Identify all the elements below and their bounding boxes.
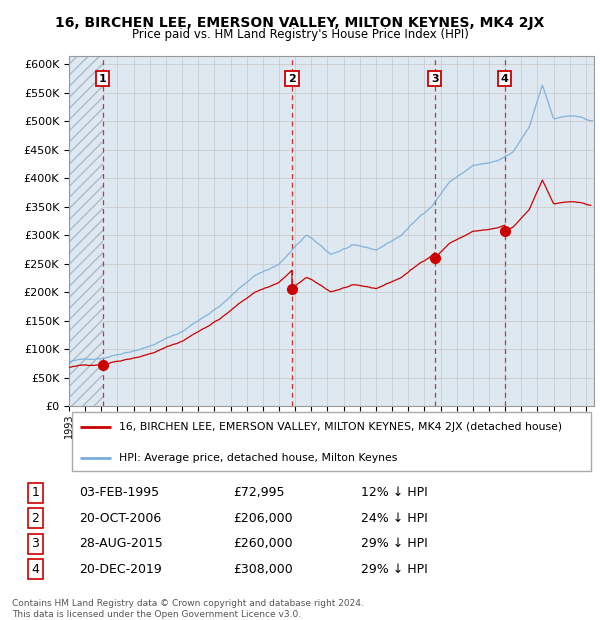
Text: £72,995: £72,995 — [233, 486, 284, 499]
Text: 3: 3 — [31, 538, 39, 551]
Text: 20-DEC-2019: 20-DEC-2019 — [79, 563, 161, 576]
Text: £260,000: £260,000 — [233, 538, 293, 551]
Text: 2: 2 — [288, 74, 296, 84]
Text: 1: 1 — [31, 486, 39, 499]
Text: 29% ↓ HPI: 29% ↓ HPI — [361, 538, 428, 551]
Text: 24% ↓ HPI: 24% ↓ HPI — [361, 512, 428, 525]
Text: 12% ↓ HPI: 12% ↓ HPI — [361, 486, 428, 499]
FancyBboxPatch shape — [71, 412, 591, 471]
Text: 4: 4 — [501, 74, 509, 84]
Text: 16, BIRCHEN LEE, EMERSON VALLEY, MILTON KEYNES, MK4 2JX (detached house): 16, BIRCHEN LEE, EMERSON VALLEY, MILTON … — [119, 422, 562, 432]
Text: 16, BIRCHEN LEE, EMERSON VALLEY, MILTON KEYNES, MK4 2JX: 16, BIRCHEN LEE, EMERSON VALLEY, MILTON … — [55, 16, 545, 30]
Text: 3: 3 — [431, 74, 439, 84]
Text: Contains HM Land Registry data © Crown copyright and database right 2024.
This d: Contains HM Land Registry data © Crown c… — [12, 600, 364, 619]
Text: Price paid vs. HM Land Registry's House Price Index (HPI): Price paid vs. HM Land Registry's House … — [131, 28, 469, 41]
Text: HPI: Average price, detached house, Milton Keynes: HPI: Average price, detached house, Milt… — [119, 453, 397, 463]
Text: £308,000: £308,000 — [233, 563, 293, 576]
Text: 29% ↓ HPI: 29% ↓ HPI — [361, 563, 428, 576]
Text: £206,000: £206,000 — [233, 512, 293, 525]
Text: 03-FEB-1995: 03-FEB-1995 — [79, 486, 159, 499]
Text: 20-OCT-2006: 20-OCT-2006 — [79, 512, 161, 525]
Text: 28-AUG-2015: 28-AUG-2015 — [79, 538, 163, 551]
Text: 1: 1 — [99, 74, 107, 84]
Bar — [69, 56, 103, 406]
Text: 2: 2 — [31, 512, 39, 525]
Text: 4: 4 — [31, 563, 39, 576]
